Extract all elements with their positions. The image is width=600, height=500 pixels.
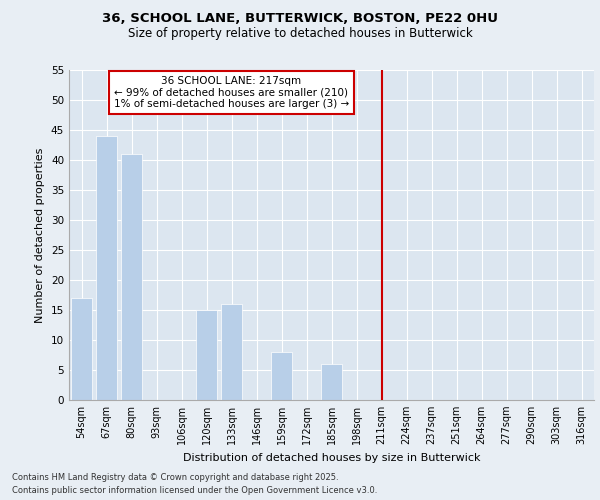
Text: 36, SCHOOL LANE, BUTTERWICK, BOSTON, PE22 0HU: 36, SCHOOL LANE, BUTTERWICK, BOSTON, PE2… xyxy=(102,12,498,26)
Text: Contains public sector information licensed under the Open Government Licence v3: Contains public sector information licen… xyxy=(12,486,377,495)
Text: Size of property relative to detached houses in Butterwick: Size of property relative to detached ho… xyxy=(128,28,472,40)
Bar xyxy=(71,298,92,400)
Bar xyxy=(221,304,242,400)
Bar xyxy=(96,136,117,400)
X-axis label: Distribution of detached houses by size in Butterwick: Distribution of detached houses by size … xyxy=(183,452,480,462)
Text: 36 SCHOOL LANE: 217sqm
← 99% of detached houses are smaller (210)
1% of semi-det: 36 SCHOOL LANE: 217sqm ← 99% of detached… xyxy=(114,76,349,109)
Y-axis label: Number of detached properties: Number of detached properties xyxy=(35,148,46,322)
Bar xyxy=(321,364,342,400)
Bar xyxy=(121,154,142,400)
Bar xyxy=(196,310,217,400)
Bar xyxy=(271,352,292,400)
Text: Contains HM Land Registry data © Crown copyright and database right 2025.: Contains HM Land Registry data © Crown c… xyxy=(12,472,338,482)
